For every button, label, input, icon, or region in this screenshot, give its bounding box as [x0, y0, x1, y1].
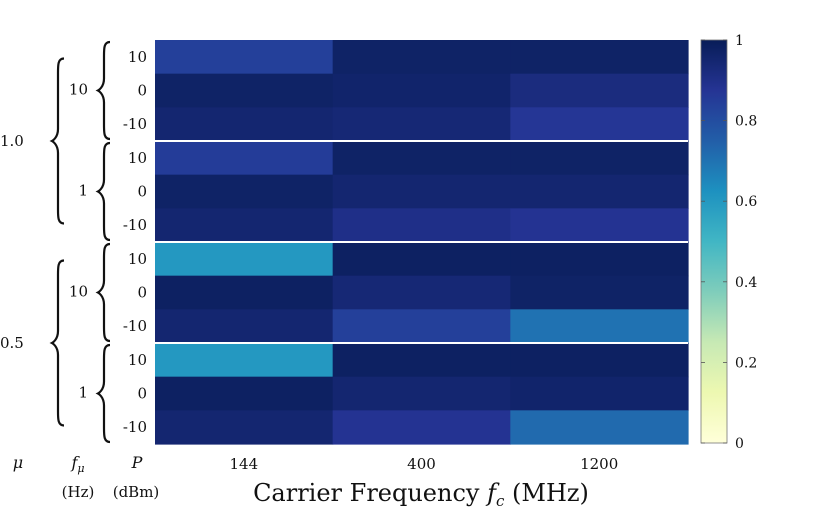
heatmap-cell [510, 376, 689, 411]
group-separators [155, 140, 688, 344]
heatmap-cell [332, 208, 511, 243]
heatmap-cell [155, 73, 334, 108]
heatmap-cell [332, 40, 511, 75]
x-tick-label: 1200 [580, 455, 618, 473]
heatmap-cell [332, 174, 511, 209]
mu-brace-icon [49, 259, 65, 427]
heatmap-cell [155, 174, 334, 209]
row-group-labels: 10 1 1.0 10 1 0.5 [0, 40, 111, 444]
heatmap-cell [155, 343, 334, 378]
power-units: (dBm) [113, 483, 160, 501]
power-tick-label: 10 [128, 351, 147, 369]
x-tick-label: 400 [407, 455, 436, 473]
colorbar-tick-label: 0.6 [735, 194, 757, 210]
heatmap-cell [155, 376, 334, 411]
power-tick-label: -10 [123, 216, 147, 234]
power-tick-label: 10 [128, 149, 147, 167]
fmu-brace-icon [95, 242, 111, 343]
fmu-group-label: 1 [78, 182, 88, 200]
fmu-group-label: 10 [69, 283, 88, 301]
mu-header: μ [13, 453, 23, 472]
fmu-units: (Hz) [62, 483, 95, 501]
power-tick-label: 0 [137, 82, 147, 100]
heatmap-cell [510, 242, 689, 277]
power-tick-label: 10 [128, 250, 147, 268]
heatmap-cell [510, 107, 689, 142]
mu-group-label: 0.5 [0, 334, 24, 352]
fmu-brace-icon [95, 141, 111, 242]
mu-group-label: 1.0 [0, 132, 24, 150]
mu-brace-icon [49, 57, 65, 225]
power-tick-label: 0 [137, 385, 147, 403]
fmu-group-label: 1 [78, 384, 88, 402]
heatmap-cell [332, 73, 511, 108]
heatmap-cell [510, 343, 689, 378]
heatmap-cell [332, 242, 511, 277]
fmu-brace-icon [95, 343, 111, 444]
heatmap-cell [155, 208, 334, 243]
power-tick-label: -10 [123, 115, 147, 133]
heatmap-cell [510, 141, 689, 176]
power-tick-labels: 10 0 -10 10 0 -10 10 0 -10 10 0 -10 [123, 48, 147, 436]
fmu-group-label: 10 [69, 81, 88, 99]
heatmap-cell [155, 107, 334, 142]
power-header: P [131, 453, 143, 472]
power-tick-label: 10 [128, 48, 147, 66]
x-axis-label-subscript: c [496, 492, 505, 510]
heatmap-cell [510, 174, 689, 209]
heatmap-cell [155, 410, 334, 445]
heatmap-cell [155, 242, 334, 277]
heatmap-cell [155, 40, 334, 75]
power-tick-label: -10 [123, 317, 147, 335]
heatmap-cell [332, 376, 511, 411]
fmu-header-symbol: f [70, 453, 80, 472]
heatmap-cell [510, 73, 689, 108]
power-tick-label: 0 [137, 284, 147, 302]
fmu-brace-icon [95, 40, 111, 141]
power-tick-label: 0 [137, 183, 147, 201]
x-axis-label-main: Carrier Frequency [253, 479, 487, 507]
heatmap-cell [155, 309, 334, 344]
power-tick-label: -10 [123, 418, 147, 436]
heatmap-cell [510, 275, 689, 310]
x-axis-label: Carrier Frequency fc (MHz) [253, 479, 589, 510]
x-tick-labels: 144 400 1200 [230, 455, 619, 473]
heatmap-cell [332, 410, 511, 445]
colorbar-tick-label: 0.4 [735, 275, 757, 291]
colorbar-tick-label: 0 [735, 436, 744, 452]
heatmap-cell [332, 309, 511, 344]
heatmap-cell [510, 40, 689, 75]
heatmap-cell [510, 410, 689, 445]
heatmap-cell [332, 275, 511, 310]
heatmap-cell [332, 343, 511, 378]
colorbar-tick-labels: 0 0.2 0.4 0.6 0.8 1 [701, 33, 757, 452]
colorbar-tick-label: 0.2 [735, 355, 757, 371]
heatmap-cell [332, 107, 511, 142]
fmu-header: fμ [70, 453, 84, 475]
x-axis-label-units: (MHz) [504, 479, 589, 507]
heatmap-cells [155, 40, 689, 445]
colorbar-tick-label: 1 [735, 33, 744, 49]
x-tick-label: 144 [230, 455, 259, 473]
colorbar [700, 39, 728, 444]
heatmap-cell [155, 275, 334, 310]
heatmap-cell [332, 141, 511, 176]
fmu-header-subscript: μ [77, 462, 84, 475]
heatmap-cell [155, 141, 334, 176]
heatmap-cell [510, 208, 689, 243]
heatmap-cell [510, 309, 689, 344]
colorbar-tick-label: 0.8 [735, 114, 757, 130]
